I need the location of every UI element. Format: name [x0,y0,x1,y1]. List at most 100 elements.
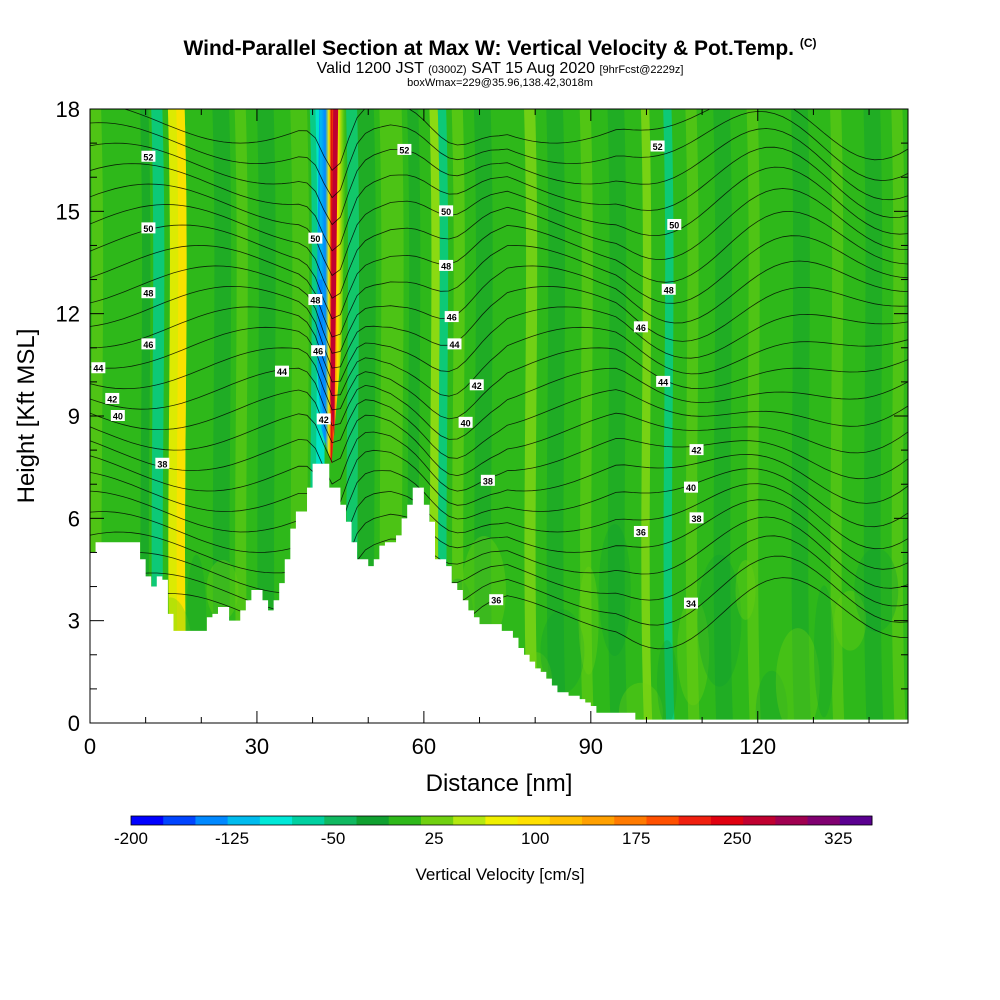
contour-label-bg [469,379,484,391]
colorbar-swatch [710,816,744,825]
contour-label: 46 [633,321,648,333]
colorbar-swatch [678,816,712,825]
contour-label: 50 [141,222,156,234]
theta-contour [90,367,908,440]
contour-label-bg [141,222,156,234]
contour-label-text: 44 [658,377,668,387]
contour-label-text: 44 [449,340,459,350]
velocity-patch [755,670,788,723]
contour-label: 36 [633,525,648,537]
velocity-band [607,109,628,723]
contour-label-text: 38 [483,476,493,486]
contour-label: 44 [91,362,106,374]
velocity-band [830,109,845,723]
contour-label-text: 38 [692,514,702,524]
contour-label-bg [110,410,125,421]
contour-labels: 52 50 48 46 44 42 40 38 44 50 48 46 42 52 50 48 46 44 42 40… [91,140,704,609]
x-tick-label: 0 [84,734,96,759]
contour-label-bg [480,474,495,486]
velocity-band [151,109,166,723]
contour-label: 36 [489,594,504,606]
contour-label: 46 [311,345,326,357]
contour-label-bg [689,512,704,524]
contour-label: 38 [155,457,170,469]
contour-label-bg [308,232,323,244]
contour-label-bg [633,525,648,537]
contour-label-bg [91,362,106,374]
contour-label-text: 48 [441,261,451,271]
colorbar-swatch [163,816,196,825]
colorbar-swatch [195,816,229,825]
velocity-patch [854,547,899,632]
x-axis-label: Distance [nm] [426,770,573,797]
contour-label-text: 48 [143,289,153,299]
velocity-band [791,109,811,723]
contour-label-text: 38 [157,459,167,469]
y-tick-label: 9 [68,404,80,429]
colorbar-swatch [775,816,809,825]
velocity-patch [598,523,631,656]
y-tick-label: 3 [68,609,80,634]
contour-label: 44 [274,365,289,377]
y-tick-label: 6 [68,506,80,531]
theta-contour [90,483,908,561]
contour-label: 42 [469,379,484,391]
contour-label: 48 [141,287,156,299]
velocity-band [176,109,188,723]
contour-label-bg [444,311,459,323]
contour-label: 42 [689,444,704,456]
contour-label-bg [155,457,170,469]
colorbar-swatch [582,816,615,825]
colorbar-tick-label: 250 [723,829,751,848]
velocity-band [524,109,539,723]
contour-label-bg [141,287,156,299]
contour-label: 38 [689,512,704,524]
theta-contour [90,555,908,666]
theta-contour [90,166,908,277]
colorbar-swatch [388,816,422,825]
contour-label-text: 36 [491,596,501,606]
x-tick-label: 30 [245,734,269,759]
potential-temperature-contours [90,109,908,688]
colorbar-swatch [839,816,873,825]
x-axis: 0 30 60 90 120 [84,109,870,759]
contour-label: 42 [316,413,331,425]
contour-label-bg [308,294,323,306]
contour-label-bg [683,597,698,609]
contour-label: 52 [141,150,156,162]
contour-label: 52 [650,140,665,152]
velocity-patch [775,628,820,723]
theta-contour [90,326,908,397]
subtitle-boxwmax: boxWmax=229@35.96,138.42,3018m [407,77,593,89]
velocity-patch [813,585,834,718]
contour-label-bg [141,150,156,162]
velocity-band [579,109,594,723]
contour-label-text: 52 [143,152,153,162]
contour-label: 40 [458,416,473,428]
terrain [90,463,908,723]
contour-label-text: 48 [664,285,674,295]
contour-label-bg [661,283,676,295]
theta-contour [90,412,908,477]
theta-contour [90,468,908,535]
chart-title: Wind-Parallel Section at Max W: Vertical… [0,36,1000,61]
theta-contour [90,389,908,459]
contour-label-text: 40 [686,483,696,493]
contour-label-bg [689,444,704,456]
colorbar-tick-label: 175 [622,829,650,848]
contour-label-bg [667,218,682,230]
colorbar-swatch [259,816,293,825]
contour-label: 48 [439,259,454,271]
x-tick-label: 90 [579,734,603,759]
contour-label: 38 [480,474,495,486]
contour-label: 44 [447,338,462,350]
velocity-patch [540,609,585,694]
colorbar-tick-label: 25 [425,829,444,848]
contour-label-text: 42 [107,394,117,404]
theta-contour [90,260,908,354]
contour-label-text: 44 [93,364,103,374]
velocity-patch [657,640,678,723]
updraft-core [330,109,339,437]
chart-title-suffix: (C) [799,36,817,50]
